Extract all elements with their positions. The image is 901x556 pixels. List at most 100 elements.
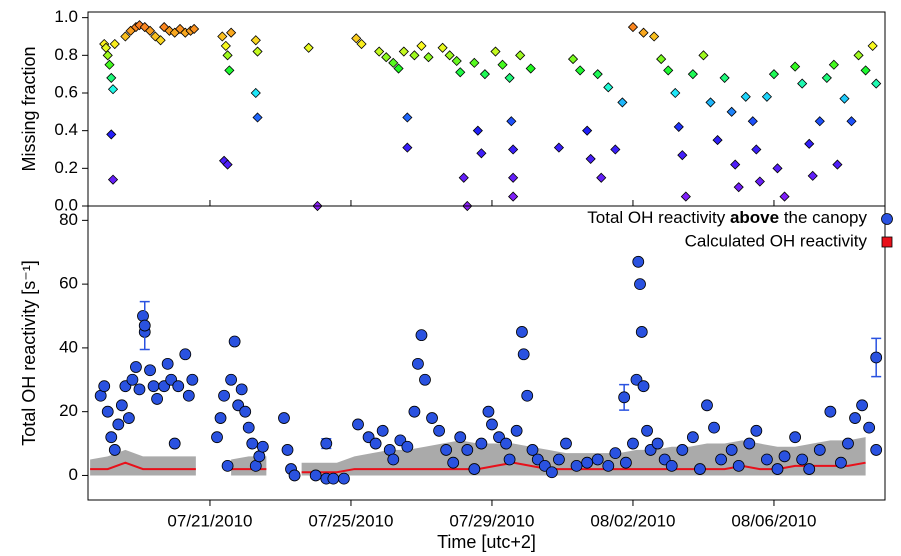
diamond-point [252,112,263,123]
diamond-point [356,38,367,50]
diamond-point [189,23,200,35]
data-point [482,405,495,418]
data-point [239,405,252,418]
data-point [701,399,713,412]
y-axis-label: Total OH reactivity [s⁻¹] [19,260,39,446]
data-point [750,424,763,437]
diamond-point [222,50,233,61]
data-point [591,453,604,466]
data-point [447,456,460,469]
data-point [620,456,632,469]
y-tick-label: 0.2 [54,158,78,177]
diamond-point [164,25,175,36]
diamond-point [867,40,878,51]
diamond-point [508,191,519,202]
data-point [218,389,230,402]
legend-label: Total OH reactivity above the canopy [587,208,867,227]
diamond-point [402,112,413,123]
diamond-point [698,50,709,61]
diamond-point [224,65,235,76]
diamond-point [472,125,483,136]
diamond-point [663,65,674,76]
diamond-point [107,84,119,95]
data-point [408,405,421,418]
data-point [401,440,414,453]
diamond-point [490,46,501,57]
data-point [151,393,163,405]
data-point [221,459,234,472]
diamond-point [790,61,801,72]
plot-area [90,255,883,485]
data-point [581,456,594,469]
diamond-point [252,46,263,57]
data-point [225,373,238,386]
y-tick-label: 0.6 [54,82,78,101]
data-point [609,447,622,460]
y-tick-label: 0 [69,465,78,484]
data-point [387,453,400,466]
diamond-point [860,65,871,76]
diamond-point [506,116,517,127]
diamond-point [740,91,751,102]
diamond-point [761,91,772,102]
error-point [320,437,333,450]
x-tick-label: 07/21/2010 [167,511,252,530]
data-point [570,459,583,472]
data-point [516,326,528,338]
plot-frame [87,205,886,501]
data-point [863,421,876,434]
diamond-point [393,63,404,74]
diamond-point [853,50,864,61]
data-point [486,418,498,431]
diamond-point [508,172,519,183]
data-point [708,421,720,434]
diamond-point [832,159,843,170]
y-tick-label: 80 [59,210,78,229]
diamond-point [444,50,455,61]
diamond-point [351,33,362,44]
diamond-point [754,176,765,187]
data-point [694,463,706,475]
data-point [288,469,301,482]
data-point [415,329,428,342]
diamond-point [828,59,839,70]
data-point [327,472,340,485]
diamond-point [423,52,434,63]
diamond-point [687,69,698,80]
data-point [665,459,678,472]
data-point [98,380,111,393]
diamond-point [174,23,186,35]
diamond-point [677,150,688,161]
x-tick-label: 08/06/2010 [731,511,816,530]
data-point [147,380,160,393]
data-point [856,399,868,412]
data-point [115,399,128,412]
data-point [419,373,431,386]
data-point [182,389,195,402]
diamond-point [846,116,857,127]
data-point [122,412,135,424]
data-point [676,444,689,456]
data-point [101,405,114,418]
diamond-point [106,72,117,83]
diamond-point [479,69,490,80]
diamond-point [680,191,691,202]
data-point [627,437,639,450]
data-point [172,380,185,393]
diamond-point [250,35,261,46]
diamond-point [627,22,639,33]
data-point [526,444,539,456]
data-point [870,444,883,456]
diamond-point [603,82,614,93]
diamond-point [839,93,850,104]
diamond-point [416,40,427,51]
diamond-point [670,87,681,99]
data-point [126,373,139,386]
diamond-point [638,27,649,38]
diamond-point [768,69,780,80]
data-point [412,357,424,370]
diamond-point [814,116,825,127]
diamond-point [779,191,790,202]
data-point [468,463,481,475]
data-point [761,453,773,466]
